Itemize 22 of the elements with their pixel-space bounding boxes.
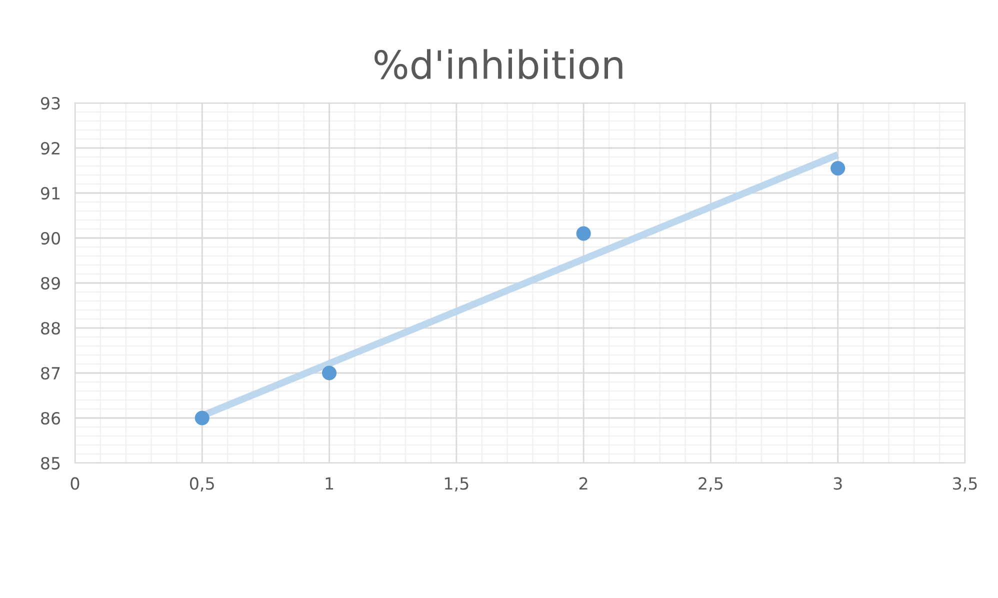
- point: [576, 226, 591, 241]
- point: [194, 410, 210, 426]
- y-tick-label: 85: [41, 456, 60, 470]
- y-tick-label: 93: [40, 96, 60, 110]
- x-tick-label: 1,5: [445, 477, 468, 492]
- x-tick-label: 0,5: [190, 477, 214, 492]
- point: [322, 366, 337, 380]
- x-tick-label: 3: [834, 477, 842, 490]
- point: [830, 160, 846, 176]
- x-tick-label: 0: [70, 477, 80, 490]
- x-tick-label: 2: [579, 477, 588, 490]
- y-tick-label: 91: [40, 186, 60, 200]
- y-tick-label: 89: [41, 276, 60, 290]
- x-tick-label: 1: [326, 477, 334, 490]
- y-tick-label: 90: [40, 232, 60, 245]
- y-tick-label: 86: [41, 412, 60, 425]
- y-tick-label: 87: [41, 366, 60, 380]
- x-tick-label: 2,5: [698, 477, 723, 492]
- x-tick-label: 3,5: [953, 477, 977, 492]
- y-tick-label: 88: [41, 322, 60, 335]
- y-tick-label: 92: [40, 142, 60, 155]
- chart-title: %d'inhibition: [374, 49, 622, 80]
